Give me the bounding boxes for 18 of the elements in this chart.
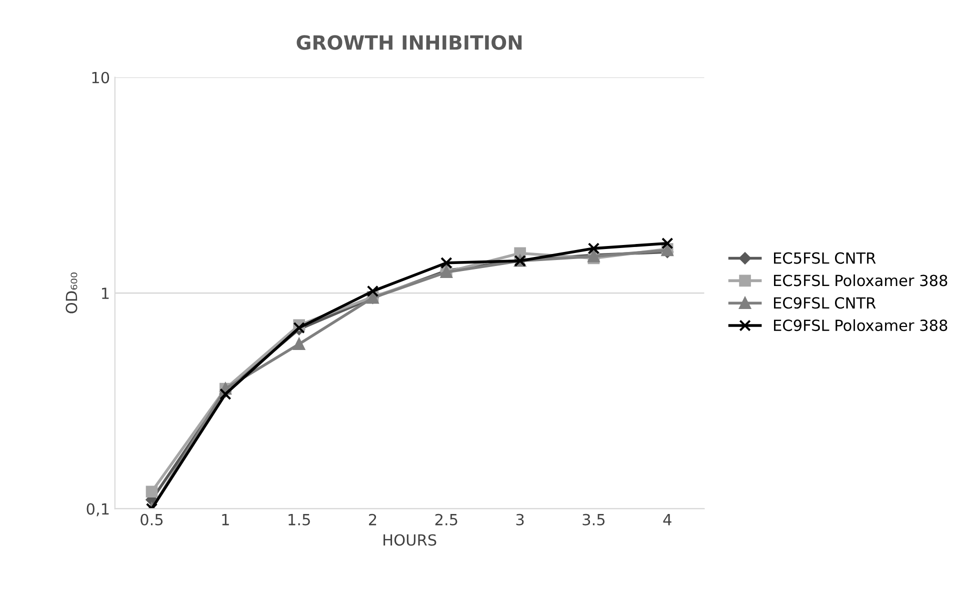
y-axis-title: OD₆₀₀ <box>66 272 78 314</box>
x-tick-label: 1 <box>222 514 229 526</box>
y-tick-label: 0,1 <box>86 503 109 516</box>
x-tick-label: 3 <box>516 514 524 526</box>
legend-label: EC9FSL Poloxamer 388 <box>774 319 948 332</box>
legend-label: EC5FSL Poloxamer 388 <box>774 274 948 286</box>
y-tick-label: 1 <box>102 288 109 299</box>
x-tick-label: 1.5 <box>288 514 310 526</box>
legend-label: EC5FSL CNTR <box>774 252 876 264</box>
x-tick-label: 4 <box>663 514 672 526</box>
chart-title: GROWTH INHIBITION <box>296 35 522 50</box>
y-tick-label: 10 <box>92 72 110 84</box>
x-tick-label: 2.5 <box>435 514 458 526</box>
x-axis-title: HOURS <box>384 534 436 546</box>
x-tick-label: 0.5 <box>140 514 163 526</box>
x-tick-label: 3.5 <box>582 514 605 526</box>
x-tick-label: 2 <box>368 514 376 526</box>
legend-label: EC9FSL CNTR <box>774 297 876 309</box>
